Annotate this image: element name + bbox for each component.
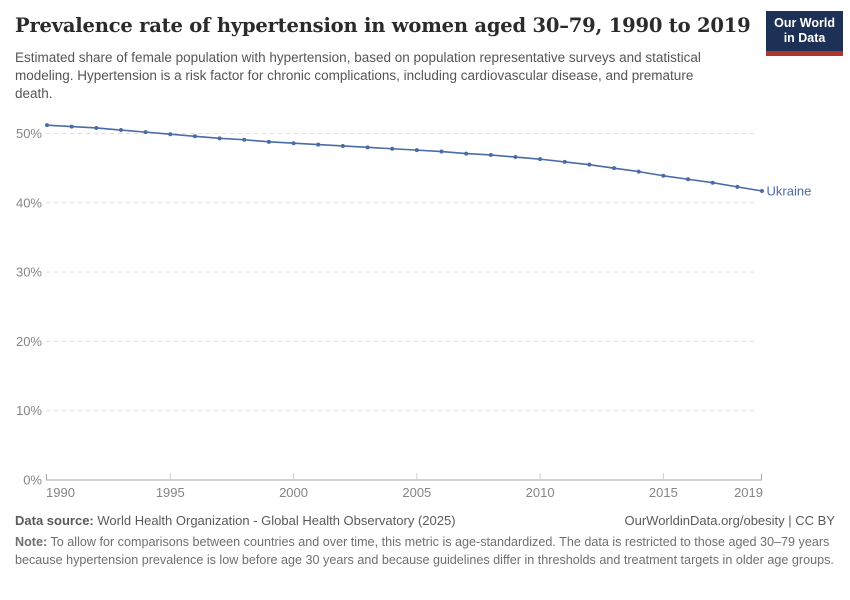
data-point-ukraine-2014[interactable] [636, 169, 641, 174]
x-axis-label-2000: 2000 [279, 485, 308, 500]
y-axis-label-50: 50% [16, 126, 42, 141]
data-point-ukraine-2007[interactable] [464, 151, 469, 156]
data-point-ukraine-2006[interactable] [439, 149, 444, 154]
note-label: Note: [15, 535, 48, 549]
data-point-ukraine-2002[interactable] [340, 143, 345, 148]
x-axis-label-2015: 2015 [649, 485, 678, 500]
chart-subtitle: Estimated share of female population wit… [15, 50, 701, 102]
data-point-ukraine-1998[interactable] [242, 137, 247, 142]
data-point-ukraine-2003[interactable] [365, 145, 370, 150]
data-point-ukraine-1990[interactable] [45, 123, 49, 128]
footer-rights-link[interactable]: OurWorldinData.org/obesity | CC BY [624, 513, 836, 528]
data-point-ukraine-1999[interactable] [266, 139, 271, 144]
data-source-label: Data source: [15, 513, 94, 528]
x-axis-label-2019: 2019 [734, 485, 763, 500]
footer-note: Note: To allow for comparisons between c… [15, 534, 835, 570]
owid-logo-line2: in Data [783, 31, 826, 46]
data-point-ukraine-2004[interactable] [390, 146, 395, 151]
data-point-ukraine-2011[interactable] [562, 159, 567, 164]
data-point-ukraine-2000[interactable] [291, 141, 296, 146]
y-axis-label-40: 40% [16, 195, 42, 210]
chart-footer: Data source: World Health Organization -… [15, 513, 835, 570]
data-point-ukraine-2015[interactable] [661, 173, 666, 178]
data-point-ukraine-2008[interactable] [488, 152, 493, 157]
line-chart[interactable]: 0% 10% 20% 30% 40% 50% 1990 1995 2000 2005 2010 201… [0, 100, 850, 510]
owid-logo-line1: Our World [774, 16, 835, 30]
data-point-ukraine-1991[interactable] [69, 124, 74, 129]
data-point-ukraine-2017[interactable] [710, 180, 715, 185]
source-row: Data source: World Health Organization -… [15, 513, 835, 528]
data-point-ukraine-1994[interactable] [143, 130, 148, 135]
page-title: Prevalence rate of hypertension in women… [15, 14, 751, 37]
x-axis-label-1995: 1995 [156, 485, 185, 500]
owid-logo[interactable]: Our World in Data [766, 11, 843, 56]
data-point-ukraine-1996[interactable] [192, 134, 197, 139]
data-point-ukraine-2010[interactable] [538, 157, 543, 162]
data-point-ukraine-2018[interactable] [735, 184, 740, 189]
data-source: Data source: World Health Organization -… [15, 513, 456, 528]
data-point-ukraine-2016[interactable] [686, 177, 691, 182]
data-point-ukraine-2019[interactable] [760, 189, 764, 194]
x-axis-label-2010: 2010 [526, 485, 555, 500]
data-point-ukraine-2012[interactable] [587, 162, 592, 167]
y-axis-label-10: 10% [16, 403, 42, 418]
y-axis-label-0: 0% [23, 473, 42, 488]
y-axis-label-30: 30% [16, 265, 42, 280]
data-point-ukraine-1995[interactable] [168, 132, 173, 137]
data-source-text: World Health Organization - Global Healt… [97, 513, 456, 528]
data-point-ukraine-2013[interactable] [612, 166, 617, 171]
note-text: To allow for comparisons between countri… [15, 535, 834, 567]
data-point-ukraine-1993[interactable] [118, 128, 123, 133]
y-axis-label-20: 20% [16, 334, 42, 349]
data-point-ukraine-2005[interactable] [414, 148, 419, 153]
entity-label-ukraine[interactable]: Ukraine [767, 184, 812, 199]
data-point-ukraine-1997[interactable] [217, 136, 222, 141]
data-point-ukraine-2009[interactable] [513, 155, 518, 160]
x-axis-label-1990: 1990 [46, 485, 75, 500]
x-axis-label-2005: 2005 [402, 485, 431, 500]
data-point-ukraine-2001[interactable] [316, 142, 321, 147]
series-line-ukraine[interactable] [46, 124, 763, 192]
data-point-ukraine-1992[interactable] [94, 125, 99, 130]
